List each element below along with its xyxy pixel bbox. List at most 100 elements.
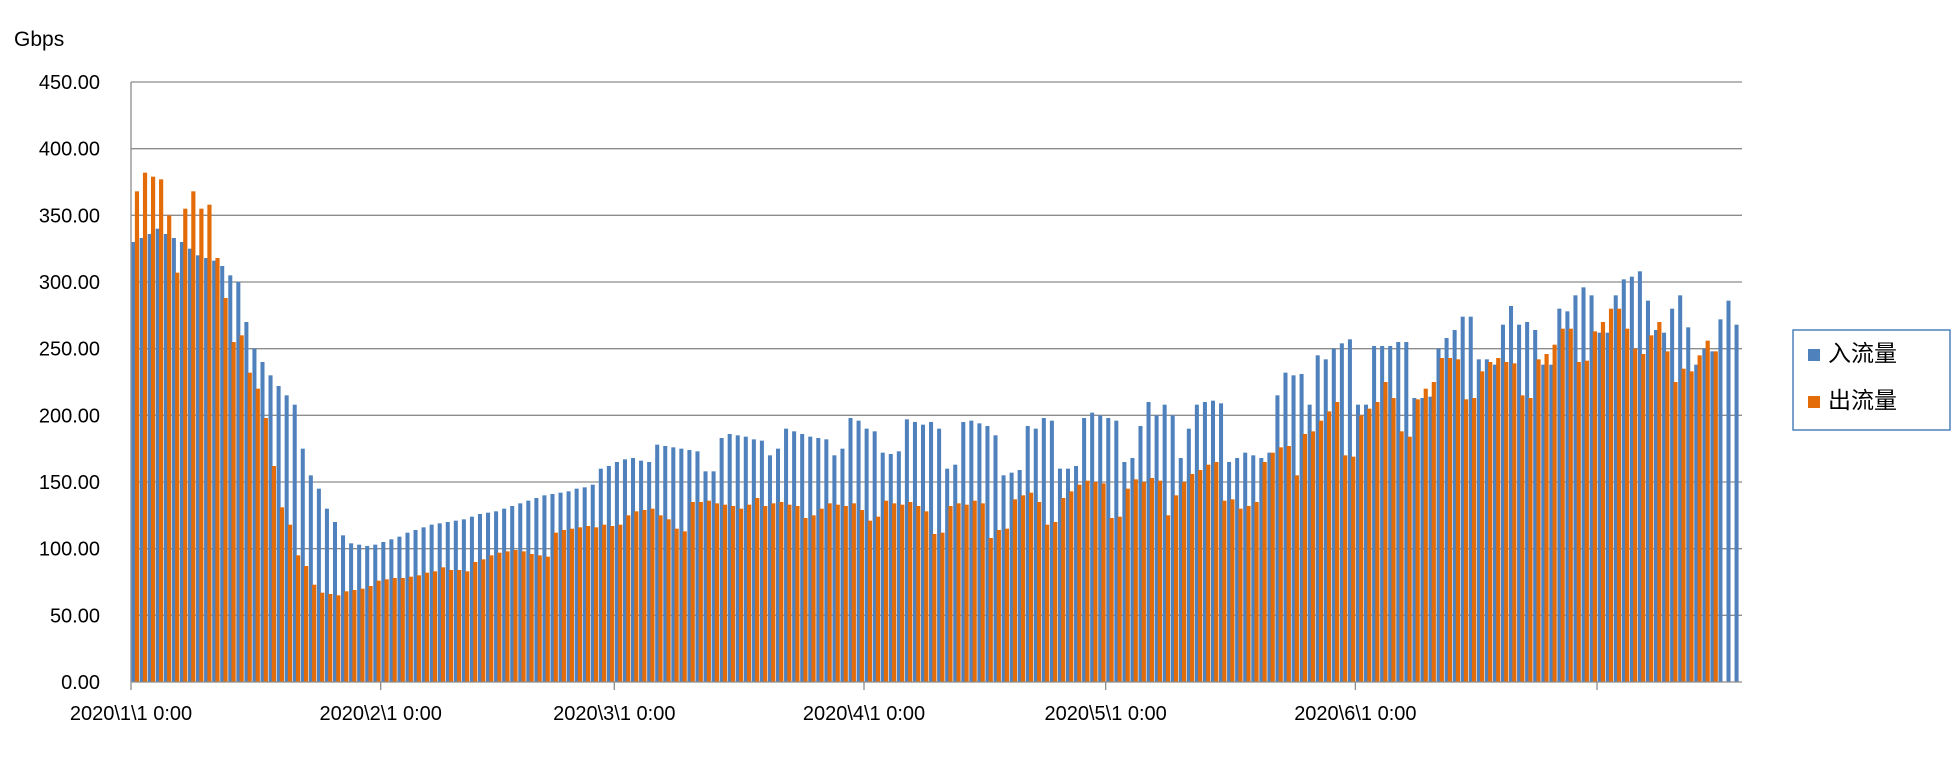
bar-out — [1085, 480, 1090, 682]
bar-in — [727, 434, 732, 682]
bar-out — [1093, 482, 1098, 682]
bar-out — [1415, 399, 1420, 682]
bar-out — [465, 571, 470, 682]
bar-in — [1364, 404, 1369, 682]
bar-in — [236, 282, 241, 682]
bar-in — [316, 488, 321, 682]
bar-in — [1339, 343, 1344, 682]
x-tick-label: 2020\4\1 0:00 — [803, 703, 925, 725]
bar-in — [131, 242, 136, 682]
bar-out — [1335, 402, 1340, 682]
bar-out — [714, 503, 720, 682]
bar-out — [1077, 484, 1082, 682]
bar-out — [304, 566, 309, 682]
axes — [130, 82, 1742, 690]
bar-in — [1283, 372, 1288, 682]
bar-out — [1608, 308, 1614, 682]
bar-in — [1637, 271, 1642, 682]
bar-out — [594, 527, 599, 682]
bar-out — [432, 571, 438, 682]
bar-in — [1162, 404, 1167, 682]
bar-in — [1726, 300, 1731, 682]
bar-out — [400, 578, 405, 682]
bar-in — [365, 546, 370, 682]
bar-in — [1017, 470, 1022, 682]
bar-in — [421, 527, 426, 682]
bar-out — [1262, 462, 1267, 682]
bar-in — [945, 468, 950, 682]
bar-in — [1436, 348, 1441, 682]
y-tick-label: 250.00 — [39, 339, 100, 361]
bar-in — [937, 428, 942, 682]
x-tick-labels: 2020\1\1 0:00 2020\2\1 0:00 2020\3\1 0:00 2… — [70, 703, 1417, 725]
bar-out — [1713, 351, 1718, 682]
bar-in — [929, 422, 934, 682]
bar-in — [993, 435, 998, 682]
bar-out — [481, 559, 486, 682]
bar-in — [389, 539, 394, 682]
bar-out — [199, 208, 204, 682]
bar-in — [856, 420, 861, 682]
x-tick-label: 2020\2\1 0:00 — [320, 703, 442, 725]
bar-out — [279, 507, 285, 682]
bar-in — [743, 436, 748, 682]
legend-box — [1792, 329, 1951, 431]
bar-out — [545, 556, 550, 682]
bar-out — [449, 570, 454, 682]
bar-out — [1310, 431, 1316, 682]
y-tick-label: 350.00 — [39, 205, 100, 227]
bar-out — [191, 191, 196, 683]
bar-in — [469, 516, 474, 682]
bar-out — [344, 591, 349, 682]
bar-in — [445, 522, 450, 682]
bar-out — [1125, 488, 1130, 682]
bar-out — [1238, 508, 1243, 682]
bar-in — [1573, 295, 1578, 682]
bar-out — [360, 588, 365, 682]
bar-out — [440, 567, 446, 682]
bar-out — [150, 176, 156, 682]
bar-out — [416, 575, 421, 682]
bar-out — [1657, 322, 1662, 682]
bar-in — [735, 435, 740, 682]
bar-out — [255, 388, 260, 682]
bar-in — [663, 446, 668, 682]
bar-out — [1641, 354, 1646, 682]
bar-out — [1278, 447, 1283, 682]
bar-out — [1061, 498, 1066, 682]
bar-in — [1597, 332, 1602, 682]
bar-out — [1028, 492, 1034, 682]
bar-in — [1267, 452, 1272, 682]
bar-in — [582, 487, 587, 682]
bar-out — [1544, 354, 1549, 682]
bar-in — [1178, 458, 1183, 682]
bar-out — [730, 506, 736, 682]
bar-out — [1222, 500, 1227, 682]
bar-out — [1053, 522, 1058, 682]
y-tick-label: 300.00 — [39, 272, 100, 294]
bar-in — [204, 258, 209, 682]
bar-in — [1065, 468, 1071, 682]
bar-in — [920, 424, 926, 682]
bar-out — [1173, 495, 1179, 682]
bar-in — [1219, 403, 1224, 682]
bar-in — [1404, 342, 1409, 682]
bar-in — [1098, 415, 1103, 682]
bar-out — [287, 524, 293, 682]
y-tick-label: 400.00 — [39, 139, 100, 161]
bar-out — [1488, 362, 1493, 682]
bar-out — [1673, 382, 1678, 682]
y-tick-label: 0.00 — [61, 672, 100, 694]
bar-out — [1190, 474, 1195, 682]
bar-out — [666, 519, 671, 682]
bar-out — [1463, 399, 1469, 682]
bar-in — [1194, 404, 1199, 682]
bar-in — [1138, 426, 1143, 682]
bar-out — [497, 552, 502, 682]
bar-out — [1560, 328, 1565, 682]
bar-out — [771, 503, 776, 682]
bar-in — [1146, 402, 1151, 682]
bar-in — [985, 426, 990, 682]
bar-out — [263, 418, 268, 682]
bar-in — [284, 395, 289, 682]
